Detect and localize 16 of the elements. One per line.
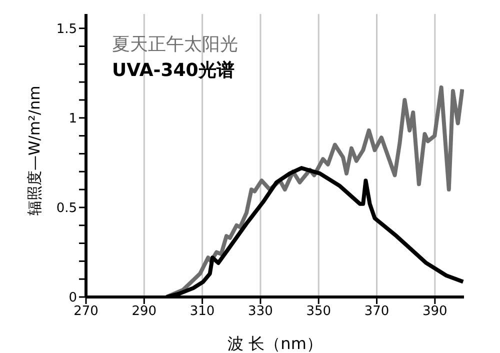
x-tick-label: 390: [422, 304, 448, 320]
line-series: [164, 85, 464, 297]
x-axis-title: 波 长（nm）: [228, 334, 322, 353]
y-axis-title: 辐照度—W/m²/nm: [25, 86, 44, 216]
x-tick-label: 370: [364, 304, 390, 320]
x-tick-label: 290: [132, 304, 157, 320]
x-tick-label: 350: [306, 304, 332, 320]
x-tick-label: 270: [74, 304, 98, 320]
y-tick-label: 1: [68, 112, 77, 126]
x-tick-label: 310: [190, 304, 215, 320]
y-tick-label: 0.5: [56, 201, 77, 216]
text: UVA-340光谱: [112, 59, 236, 83]
text: 夏天正午太阳光: [112, 33, 238, 57]
y-tick-label: 1.5: [56, 22, 77, 37]
x-tick-label: 330: [248, 304, 273, 320]
y-tick-label: 0: [68, 290, 77, 306]
